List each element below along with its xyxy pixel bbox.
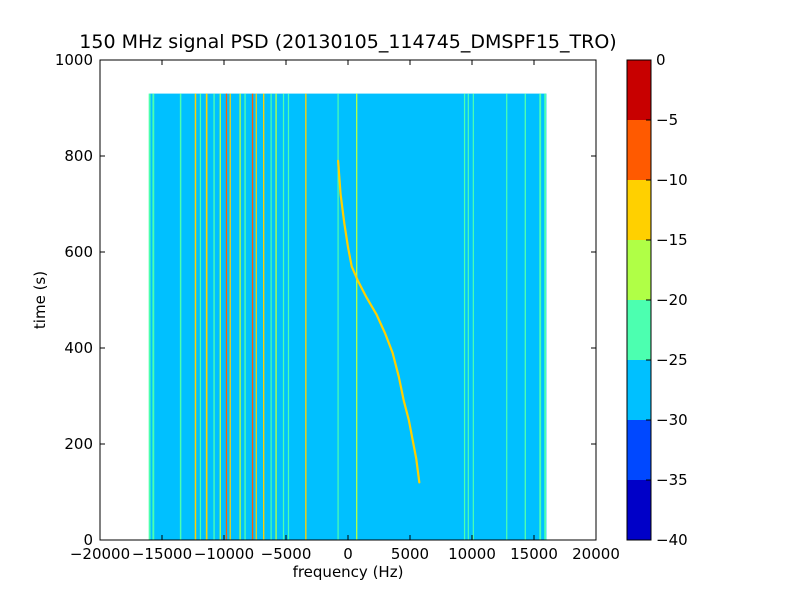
x-tick-label: 5000 xyxy=(391,545,429,563)
signal-line-15 xyxy=(270,93,272,540)
y-tick-label: 800 xyxy=(64,147,93,165)
x-tick-label: 10000 xyxy=(448,545,496,563)
signal-line-26 xyxy=(524,93,527,540)
x-tick-label: −15000 xyxy=(132,545,192,563)
signal-line-11 xyxy=(244,93,246,540)
colorbar-segment xyxy=(627,420,651,480)
colorbar-tick-label: −10 xyxy=(656,171,688,189)
y-tick-label: 200 xyxy=(64,435,93,453)
colorbar-tick-label: −25 xyxy=(656,351,688,369)
chart-title: 150 MHz signal PSD (20130105_114745_DMSP… xyxy=(79,31,616,53)
signal-line-28 xyxy=(544,93,547,540)
signal-line-10 xyxy=(239,93,241,540)
colorbar-tick-label: −35 xyxy=(656,471,688,489)
signal-line-24 xyxy=(472,93,474,540)
y-tick-label: 600 xyxy=(64,243,93,261)
satellite-doppler-track xyxy=(337,159,421,484)
x-axis-ticks: −20000 −15000 −10000 −5000 0 5000 10000 15000 20… xyxy=(70,60,620,563)
signal-line-22 xyxy=(463,93,466,540)
y-tick-label: 400 xyxy=(64,339,93,357)
colorbar-segment xyxy=(627,240,651,300)
signal-line-6 xyxy=(213,93,215,540)
signal-line-19 xyxy=(305,93,307,540)
signal-line-8 xyxy=(225,93,228,540)
signal-line-20 xyxy=(337,93,339,540)
colorbar-tick-label: −30 xyxy=(656,411,688,429)
signal-line-5 xyxy=(205,93,208,540)
x-tick-label: −10000 xyxy=(194,545,254,563)
signal-line-4 xyxy=(199,93,202,540)
colorbar-segment xyxy=(627,120,651,180)
colorbar-tick-label: 0 xyxy=(656,51,666,69)
y-axis-label: time (s) xyxy=(31,271,49,329)
signal-line-18 xyxy=(287,93,290,540)
colorbar-tick-label: −40 xyxy=(656,531,688,549)
colorbar-segment xyxy=(627,180,651,240)
colorbar-segment xyxy=(627,480,651,540)
colorbar-tick-label: −5 xyxy=(656,111,678,129)
signal-line-2 xyxy=(179,93,182,540)
signal-line-13 xyxy=(255,93,257,540)
colorbar-segment xyxy=(627,300,651,360)
colorbar-segment xyxy=(627,360,651,420)
colorbar-segment xyxy=(627,60,651,120)
y-tick-label: 1000 xyxy=(55,51,93,69)
y-tick-label: 0 xyxy=(83,531,93,549)
signal-line-0 xyxy=(148,93,151,540)
signal-line-7 xyxy=(219,93,221,540)
signal-line-1 xyxy=(152,93,155,540)
x-tick-label: −20000 xyxy=(70,545,130,563)
colorbar-tick-label: −20 xyxy=(656,291,688,309)
heatmap-layer xyxy=(148,93,547,540)
signal-line-23 xyxy=(467,93,469,540)
x-axis-label: frequency (Hz) xyxy=(293,563,404,581)
signal-line-16 xyxy=(275,93,277,540)
x-tick-label: −5000 xyxy=(261,545,312,563)
signal-line-3 xyxy=(194,93,197,540)
signal-line-27 xyxy=(539,93,542,540)
signal-line-12 xyxy=(251,93,254,540)
colorbar-tick-label: −15 xyxy=(656,231,688,249)
x-tick-label: 15000 xyxy=(510,545,558,563)
signal-line-21 xyxy=(355,93,358,540)
x-tick-label: 20000 xyxy=(572,545,620,563)
y-axis-ticks: 0 200 400 600 800 1000 xyxy=(55,51,596,549)
colorbar: 0 −5 −10 −15 −20 −25 −30 −35 −40 xyxy=(626,51,688,549)
signal-line-17 xyxy=(282,93,285,540)
signal-line-14 xyxy=(262,93,265,540)
signal-line-9 xyxy=(229,93,231,540)
x-tick-label: 0 xyxy=(343,545,353,563)
spectrogram-area xyxy=(99,59,597,541)
signal-line-25 xyxy=(506,93,508,540)
heatmap-background xyxy=(149,93,547,540)
